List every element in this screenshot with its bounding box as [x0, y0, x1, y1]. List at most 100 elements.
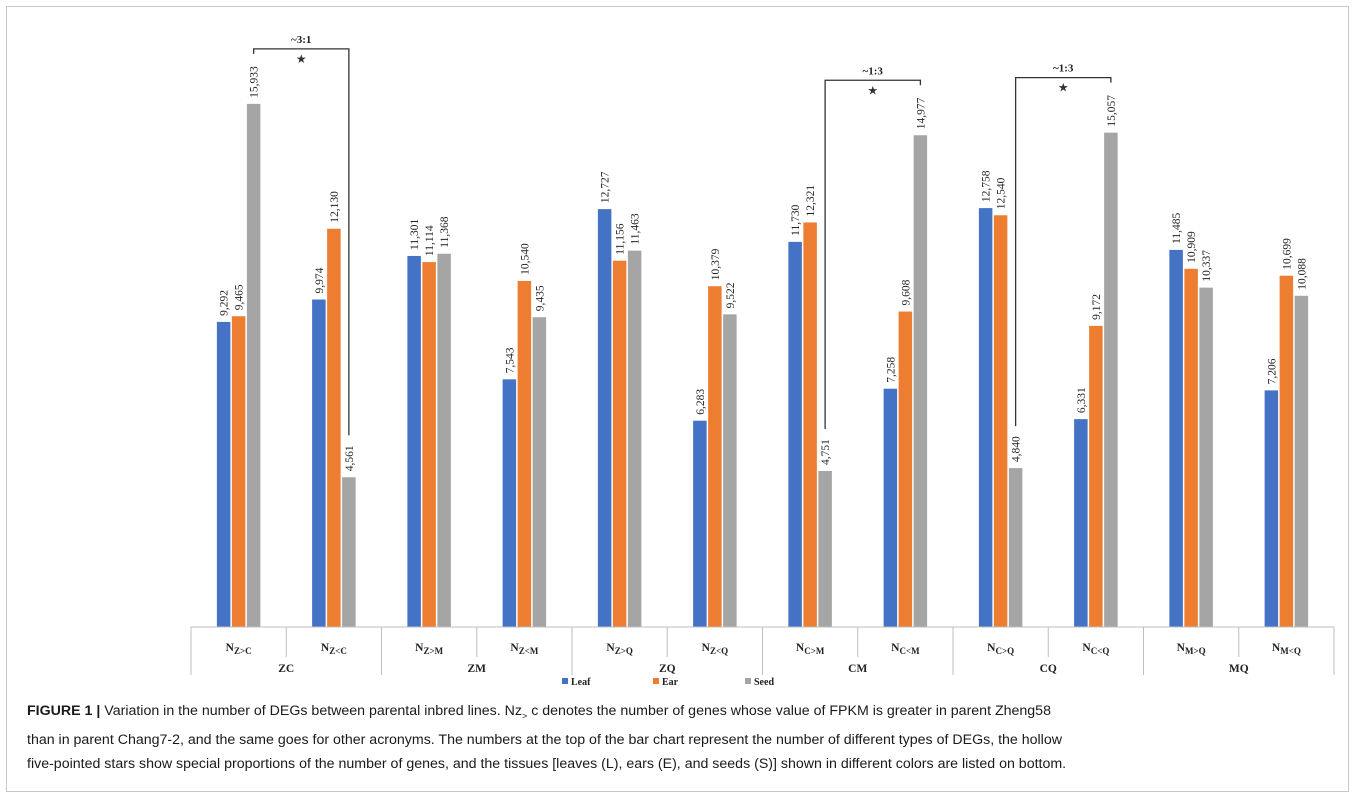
data-label-ear-2: 11,114	[424, 225, 436, 256]
caption-text-1a: Variation in the number of DEGs between …	[104, 703, 523, 719]
bar-seed-1	[342, 477, 356, 627]
bar-seed-2	[437, 253, 451, 627]
caption-line-3: five-pointed stars show special proporti…	[27, 755, 1067, 772]
data-label-ear-11: 10,699	[1281, 238, 1293, 270]
category-label-0: NZ>C	[226, 642, 252, 656]
data-label-seed-8: 4,840	[1011, 436, 1023, 462]
annotation-bracket-0	[252, 48, 350, 436]
caption-lead: FIGURE 1 |	[27, 703, 101, 719]
data-label-seed-4: 11,463	[630, 213, 642, 244]
legend-label-ear: Ear	[662, 677, 679, 687]
data-label-seed-2: 11,368	[439, 216, 451, 247]
bar-seed-8	[1008, 468, 1023, 627]
group-label-cq: CQ	[1040, 663, 1057, 675]
bar-leaf-8	[978, 208, 993, 627]
data-label-seed-7: 14,977	[915, 97, 927, 129]
bar-leaf-10	[1169, 249, 1183, 627]
category-label-7: NC<M	[891, 642, 920, 656]
bar-seed-5	[723, 314, 737, 627]
data-label-ear-1: 12,130	[329, 191, 341, 223]
category-label-6: NC>M	[796, 642, 825, 656]
category-label-10: NM>Q	[1177, 642, 1206, 656]
annotation-star-icon-1: ★	[867, 83, 878, 97]
bar-seed-0	[246, 103, 261, 627]
data-label-leaf-6: 11,730	[790, 204, 802, 235]
data-label-leaf-10: 11,485	[1171, 212, 1183, 243]
annotation-ratio-1: ~1:3	[863, 65, 884, 77]
data-label-seed-1: 4,561	[344, 445, 356, 471]
bar-ear-9	[1089, 325, 1103, 627]
data-label-leaf-5: 6,283	[695, 389, 707, 415]
data-label-leaf-0: 9,292	[219, 290, 231, 316]
data-label-ear-10: 10,909	[1186, 231, 1198, 263]
legend-swatch-ear	[653, 678, 659, 684]
caption-text-1b: c denotes the number of genes whose valu…	[531, 703, 1051, 719]
data-label-leaf-1: 9,974	[314, 267, 326, 293]
bar-seed-9	[1104, 132, 1118, 627]
data-label-seed-6: 4,751	[820, 439, 832, 465]
legend-label-leaf: Leaf	[571, 677, 591, 687]
data-label-ear-8: 12,540	[996, 177, 1008, 209]
data-label-ear-4: 11,156	[615, 223, 627, 254]
category-label-2: NZ>M	[415, 642, 443, 656]
data-label-seed-3: 9,435	[534, 285, 546, 311]
data-label-ear-0: 9,465	[234, 284, 246, 310]
caption-subscript: >	[522, 710, 528, 721]
bar-ear-7	[898, 311, 913, 627]
bar-ear-1	[327, 228, 341, 627]
annotation-ratio-2: ~1:3	[1053, 63, 1074, 75]
bar-ear-2	[422, 262, 436, 627]
bar-seed-6	[818, 471, 832, 627]
data-label-leaf-9: 6,331	[1076, 387, 1088, 413]
bar-seed-10	[1199, 287, 1213, 627]
bar-ear-6	[803, 222, 817, 627]
bar-leaf-11	[1264, 390, 1279, 627]
bar-seed-7	[913, 135, 928, 627]
data-label-leaf-3: 7,543	[504, 347, 516, 373]
bar-seed-4	[627, 250, 642, 627]
bar-ear-8	[993, 215, 1008, 627]
bar-chart: 9,292 9,974 11,301 7,543 12,727 6,283 11,730 7,…	[190, 34, 1335, 687]
bar-ear-0	[231, 316, 246, 627]
group-label-zc: ZC	[278, 663, 294, 675]
category-label-1: NZ<C	[321, 642, 347, 656]
annotation-star-icon-2: ★	[1058, 81, 1069, 95]
group-label-cm: CM	[848, 663, 867, 675]
data-label-seed-9: 15,057	[1106, 95, 1118, 127]
caption-line-1: FIGURE 1 | Variation in the number of DE…	[27, 699, 1345, 728]
figure-caption: FIGURE 1 | Variation in the number of DE…	[27, 699, 1345, 776]
data-label-leaf-8: 12,758	[981, 170, 993, 202]
category-label-9: NC<Q	[1082, 642, 1109, 656]
bar-leaf-4	[597, 209, 612, 627]
bar-ear-10	[1184, 268, 1198, 627]
bar-seed-3	[532, 317, 547, 627]
annotation-ratio-0: ~3:1	[291, 34, 311, 46]
figure-frame: 9,292 9,974 11,301 7,543 12,727 6,283 11,730 7,…	[6, 6, 1349, 792]
data-label-seed-10: 10,337	[1201, 250, 1213, 282]
annotation-star-icon-0: ★	[296, 52, 307, 66]
data-label-seed-11: 10,088	[1296, 258, 1308, 290]
data-label-ear-3: 10,540	[519, 243, 531, 275]
legend-swatch-leaf	[562, 678, 568, 684]
bar-leaf-1	[312, 299, 326, 627]
bar-leaf-0	[216, 321, 231, 627]
annotation-bracket-2	[1014, 76, 1112, 427]
group-label-mq: MQ	[1229, 663, 1249, 675]
legend-label-seed: Seed	[754, 677, 774, 687]
group-label-zq: ZQ	[659, 663, 676, 675]
bar-leaf-6	[788, 241, 802, 628]
data-label-leaf-2: 11,301	[409, 219, 421, 250]
category-label-8: NC>Q	[987, 642, 1014, 656]
bar-leaf-5	[693, 420, 707, 627]
data-label-leaf-4: 12,727	[600, 171, 612, 203]
category-label-3: NZ<M	[510, 642, 538, 656]
data-label-seed-0: 15,933	[249, 66, 261, 98]
category-label-11: NM<Q	[1272, 642, 1301, 656]
bar-leaf-9	[1074, 419, 1088, 627]
data-label-ear-5: 10,379	[710, 248, 722, 280]
data-label-ear-6: 12,321	[805, 185, 817, 217]
legend-swatch-seed	[745, 678, 751, 684]
category-label-4: NZ>Q	[606, 642, 632, 656]
data-label-seed-5: 9,522	[725, 282, 737, 308]
bar-leaf-7	[883, 388, 898, 627]
